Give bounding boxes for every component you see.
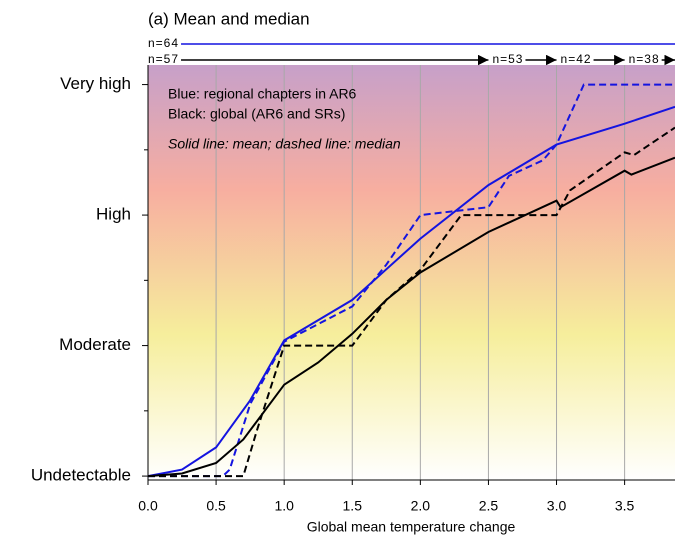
series-line [147, 105, 675, 478]
x-tick-label: 0.0 [138, 498, 158, 514]
sample-size-label: n=38 [629, 52, 660, 66]
x-tick-label: 3.5 [615, 498, 635, 514]
y-tick-label: Undetectable [31, 466, 131, 485]
series-line [148, 126, 675, 478]
sample-size-label: n=42 [561, 52, 592, 66]
x-tick-label: 1.5 [343, 498, 363, 514]
sample-size-label: n=64 [148, 36, 179, 50]
y-tick-label: Moderate [59, 335, 131, 354]
x-axis-label: Global mean temperature change [307, 519, 516, 535]
legend-note: Solid line: mean; dashed line: median [168, 136, 401, 152]
chart-title: (a) Mean and median [148, 9, 310, 28]
legend-note: Black: global (AR6 and SRs) [168, 106, 345, 122]
x-tick-label: 2.5 [479, 498, 499, 514]
plot-background [148, 65, 675, 480]
series-line [148, 83, 675, 478]
y-tick-label: High [96, 205, 131, 224]
sample-size-label: n=57 [148, 52, 179, 66]
x-tick-label: 1.0 [274, 498, 294, 514]
sample-size-label: n=53 [492, 52, 523, 66]
x-tick-label: 3.0 [547, 498, 567, 514]
x-tick-label: 2.0 [411, 498, 431, 514]
y-tick-label: Very high [60, 74, 131, 93]
legend-note: Blue: regional chapters in AR6 [168, 86, 357, 102]
x-tick-label: 0.5 [206, 498, 226, 514]
